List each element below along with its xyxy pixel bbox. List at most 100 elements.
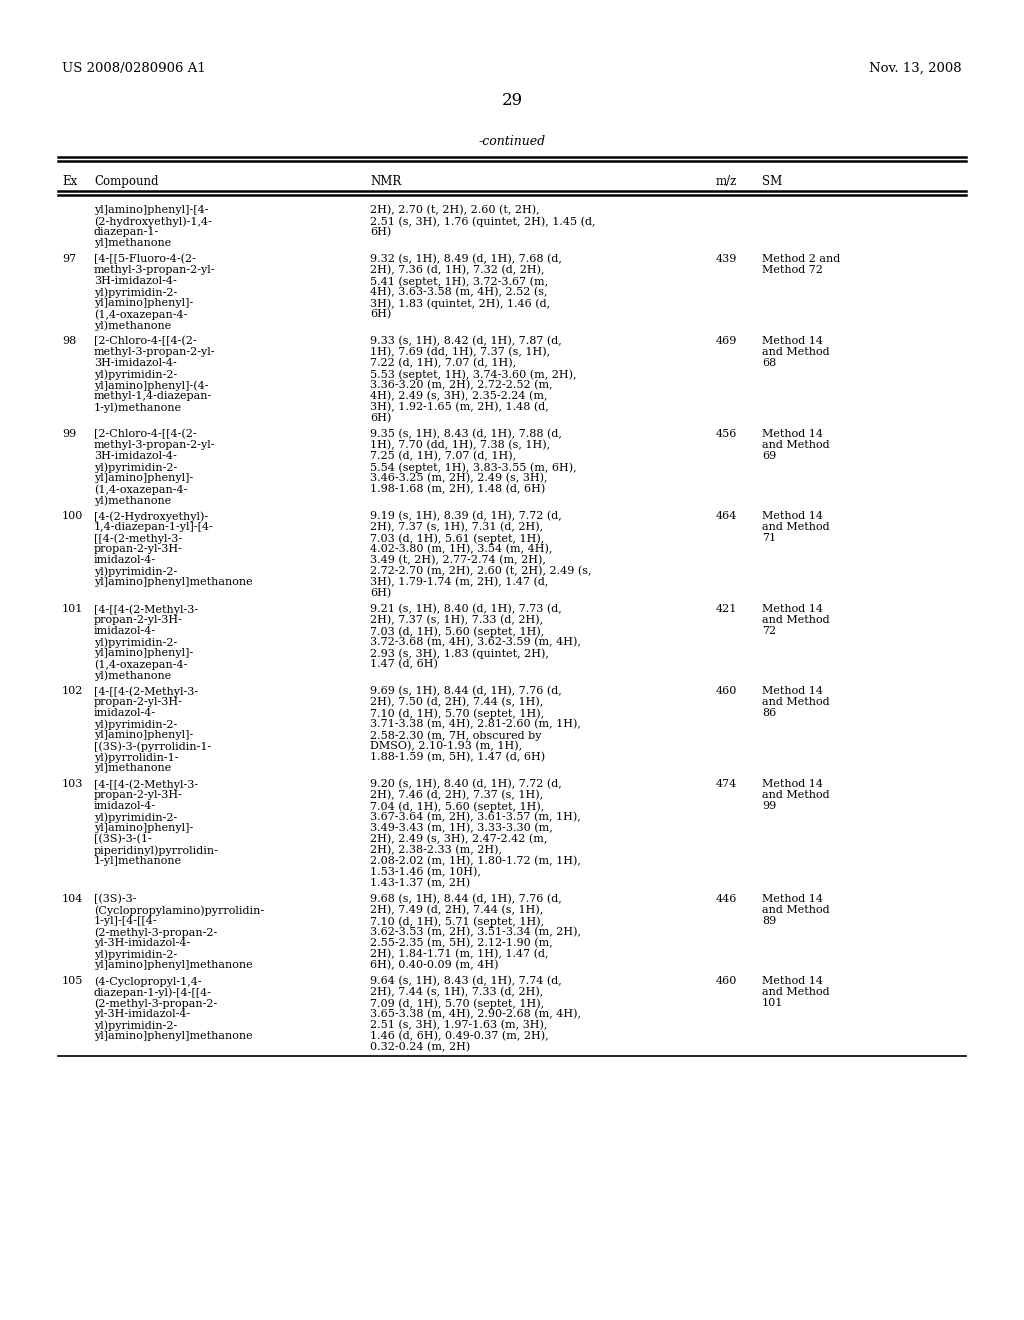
Text: 474: 474: [716, 779, 737, 789]
Text: yl)pyrimidin-2-: yl)pyrimidin-2-: [94, 286, 177, 297]
Text: 2.51 (s, 3H), 1.97-1.63 (m, 3H),: 2.51 (s, 3H), 1.97-1.63 (m, 3H),: [370, 1020, 548, 1031]
Text: 3.49-3.43 (m, 1H), 3.33-3.30 (m,: 3.49-3.43 (m, 1H), 3.33-3.30 (m,: [370, 822, 553, 833]
Text: piperidinyl)pyrrolidin-: piperidinyl)pyrrolidin-: [94, 845, 219, 855]
Text: (Cyclopropylamino)pyrrolidin-: (Cyclopropylamino)pyrrolidin-: [94, 906, 264, 916]
Text: (1,4-oxazepan-4-: (1,4-oxazepan-4-: [94, 659, 187, 669]
Text: 460: 460: [716, 975, 737, 986]
Text: m/z: m/z: [716, 176, 737, 187]
Text: 2H), 7.49 (d, 2H), 7.44 (s, 1H),: 2H), 7.49 (d, 2H), 7.44 (s, 1H),: [370, 906, 544, 915]
Text: Method 14: Method 14: [762, 605, 823, 614]
Text: and Method: and Method: [762, 521, 829, 532]
Text: 2.58-2.30 (m, 7H, obscured by: 2.58-2.30 (m, 7H, obscured by: [370, 730, 542, 741]
Text: 3.65-3.38 (m, 4H), 2.90-2.68 (m, 4H),: 3.65-3.38 (m, 4H), 2.90-2.68 (m, 4H),: [370, 1008, 581, 1019]
Text: 9.32 (s, 1H), 8.49 (d, 1H), 7.68 (d,: 9.32 (s, 1H), 8.49 (d, 1H), 7.68 (d,: [370, 253, 562, 264]
Text: diazepan-1-: diazepan-1-: [94, 227, 160, 238]
Text: 99: 99: [62, 429, 76, 440]
Text: methyl-3-propan-2-yl-: methyl-3-propan-2-yl-: [94, 440, 215, 450]
Text: Compound: Compound: [94, 176, 159, 187]
Text: Method 14: Method 14: [762, 779, 823, 789]
Text: 3H-imidazol-4-: 3H-imidazol-4-: [94, 358, 177, 368]
Text: yl]amino]phenyl]-: yl]amino]phenyl]-: [94, 822, 194, 833]
Text: 2H), 7.37 (s, 1H), 7.33 (d, 2H),: 2H), 7.37 (s, 1H), 7.33 (d, 2H),: [370, 615, 543, 626]
Text: 446: 446: [716, 894, 737, 904]
Text: 2.51 (s, 3H), 1.76 (quintet, 2H), 1.45 (d,: 2.51 (s, 3H), 1.76 (quintet, 2H), 1.45 (…: [370, 216, 596, 227]
Text: 1-yl]methanone: 1-yl]methanone: [94, 855, 182, 866]
Text: yl)pyrimidin-2-: yl)pyrimidin-2-: [94, 949, 177, 960]
Text: and Method: and Method: [762, 347, 829, 356]
Text: 1.47 (d, 6H): 1.47 (d, 6H): [370, 659, 438, 669]
Text: yl)pyrimidin-2-: yl)pyrimidin-2-: [94, 812, 177, 822]
Text: 3H-imidazol-4-: 3H-imidazol-4-: [94, 276, 177, 286]
Text: 1H), 7.70 (dd, 1H), 7.38 (s, 1H),: 1H), 7.70 (dd, 1H), 7.38 (s, 1H),: [370, 440, 550, 450]
Text: [2-Chloro-4-[[4-(2-: [2-Chloro-4-[[4-(2-: [94, 429, 197, 440]
Text: (1,4-oxazepan-4-: (1,4-oxazepan-4-: [94, 484, 187, 495]
Text: 7.22 (d, 1H), 7.07 (d, 1H),: 7.22 (d, 1H), 7.07 (d, 1H),: [370, 358, 516, 368]
Text: and Method: and Method: [762, 906, 829, 915]
Text: yl)pyrimidin-2-: yl)pyrimidin-2-: [94, 719, 177, 730]
Text: 9.20 (s, 1H), 8.40 (d, 1H), 7.72 (d,: 9.20 (s, 1H), 8.40 (d, 1H), 7.72 (d,: [370, 779, 562, 789]
Text: 2H), 7.46 (d, 2H), 7.37 (s, 1H),: 2H), 7.46 (d, 2H), 7.37 (s, 1H),: [370, 789, 543, 800]
Text: 102: 102: [62, 686, 83, 696]
Text: 1.43-1.37 (m, 2H): 1.43-1.37 (m, 2H): [370, 878, 470, 888]
Text: Method 14: Method 14: [762, 337, 823, 346]
Text: 439: 439: [716, 253, 737, 264]
Text: Nov. 13, 2008: Nov. 13, 2008: [869, 62, 962, 75]
Text: 1,4-diazepan-1-yl]-[4-: 1,4-diazepan-1-yl]-[4-: [94, 521, 214, 532]
Text: yl]amino]phenyl]-[4-: yl]amino]phenyl]-[4-: [94, 205, 209, 215]
Text: 1.46 (d, 6H), 0.49-0.37 (m, 2H),: 1.46 (d, 6H), 0.49-0.37 (m, 2H),: [370, 1031, 549, 1041]
Text: 7.03 (d, 1H), 5.61 (septet, 1H),: 7.03 (d, 1H), 5.61 (septet, 1H),: [370, 533, 544, 544]
Text: 99: 99: [762, 801, 776, 810]
Text: diazepan-1-yl)-[4-[[4-: diazepan-1-yl)-[4-[[4-: [94, 987, 212, 998]
Text: 464: 464: [716, 511, 737, 521]
Text: yl)pyrimidin-2-: yl)pyrimidin-2-: [94, 638, 177, 648]
Text: [4-(2-Hydroxyethyl)-: [4-(2-Hydroxyethyl)-: [94, 511, 208, 521]
Text: methyl-1,4-diazepan-: methyl-1,4-diazepan-: [94, 391, 212, 401]
Text: yl]amino]phenyl]-: yl]amino]phenyl]-: [94, 730, 194, 741]
Text: yl)methanone: yl)methanone: [94, 495, 171, 506]
Text: 7.10 (d, 1H), 5.71 (septet, 1H),: 7.10 (d, 1H), 5.71 (septet, 1H),: [370, 916, 544, 927]
Text: 2H), 2.70 (t, 2H), 2.60 (t, 2H),: 2H), 2.70 (t, 2H), 2.60 (t, 2H),: [370, 205, 540, 215]
Text: 421: 421: [716, 605, 737, 614]
Text: 68: 68: [762, 358, 776, 368]
Text: yl)pyrrolidin-1-: yl)pyrrolidin-1-: [94, 752, 178, 763]
Text: 1-yl]-[4-[[4-: 1-yl]-[4-[[4-: [94, 916, 158, 927]
Text: 7.03 (d, 1H), 5.60 (septet, 1H),: 7.03 (d, 1H), 5.60 (septet, 1H),: [370, 626, 544, 636]
Text: yl)pyrimidin-2-: yl)pyrimidin-2-: [94, 566, 177, 577]
Text: 3.49 (t, 2H), 2.77-2.74 (m, 2H),: 3.49 (t, 2H), 2.77-2.74 (m, 2H),: [370, 554, 546, 565]
Text: [4-[[4-(2-Methyl-3-: [4-[[4-(2-Methyl-3-: [94, 605, 198, 615]
Text: 97: 97: [62, 253, 76, 264]
Text: US 2008/0280906 A1: US 2008/0280906 A1: [62, 62, 206, 75]
Text: yl-3H-imidazol-4-: yl-3H-imidazol-4-: [94, 939, 190, 948]
Text: [(3S)-3-(pyrrolidin-1-: [(3S)-3-(pyrrolidin-1-: [94, 741, 211, 751]
Text: [4-[[4-(2-Methyl-3-: [4-[[4-(2-Methyl-3-: [94, 779, 198, 789]
Text: and Method: and Method: [762, 615, 829, 624]
Text: 103: 103: [62, 779, 83, 789]
Text: Ex: Ex: [62, 176, 77, 187]
Text: NMR: NMR: [370, 176, 401, 187]
Text: 4H), 2.49 (s, 3H), 2.35-2.24 (m,: 4H), 2.49 (s, 3H), 2.35-2.24 (m,: [370, 391, 548, 401]
Text: 2H), 7.50 (d, 2H), 7.44 (s, 1H),: 2H), 7.50 (d, 2H), 7.44 (s, 1H),: [370, 697, 544, 708]
Text: 0.32-0.24 (m, 2H): 0.32-0.24 (m, 2H): [370, 1041, 470, 1052]
Text: [[4-(2-methyl-3-: [[4-(2-methyl-3-: [94, 533, 182, 544]
Text: 2.55-2.35 (m, 5H), 2.12-1.90 (m,: 2.55-2.35 (m, 5H), 2.12-1.90 (m,: [370, 939, 553, 948]
Text: 6H): 6H): [370, 309, 391, 319]
Text: 2H), 7.37 (s, 1H), 7.31 (d, 2H),: 2H), 7.37 (s, 1H), 7.31 (d, 2H),: [370, 521, 543, 532]
Text: 101: 101: [762, 998, 783, 1008]
Text: 2.72-2.70 (m, 2H), 2.60 (t, 2H), 2.49 (s,: 2.72-2.70 (m, 2H), 2.60 (t, 2H), 2.49 (s…: [370, 566, 592, 577]
Text: 98: 98: [62, 337, 76, 346]
Text: Method 14: Method 14: [762, 429, 823, 440]
Text: 29: 29: [502, 92, 522, 110]
Text: and Method: and Method: [762, 697, 829, 708]
Text: 2H), 1.84-1.71 (m, 1H), 1.47 (d,: 2H), 1.84-1.71 (m, 1H), 1.47 (d,: [370, 949, 549, 960]
Text: -continued: -continued: [478, 135, 546, 148]
Text: (2-methyl-3-propan-2-: (2-methyl-3-propan-2-: [94, 927, 217, 937]
Text: 9.64 (s, 1H), 8.43 (d, 1H), 7.74 (d,: 9.64 (s, 1H), 8.43 (d, 1H), 7.74 (d,: [370, 975, 562, 986]
Text: yl]amino]phenyl]methanone: yl]amino]phenyl]methanone: [94, 577, 253, 587]
Text: 6H): 6H): [370, 227, 391, 238]
Text: imidazol-4-: imidazol-4-: [94, 708, 156, 718]
Text: 9.19 (s, 1H), 8.39 (d, 1H), 7.72 (d,: 9.19 (s, 1H), 8.39 (d, 1H), 7.72 (d,: [370, 511, 562, 521]
Text: [(3S)-3-(1-: [(3S)-3-(1-: [94, 834, 152, 845]
Text: yl]amino]phenyl]-(4-: yl]amino]phenyl]-(4-: [94, 380, 209, 391]
Text: propan-2-yl-3H-: propan-2-yl-3H-: [94, 544, 183, 554]
Text: 3.67-3.64 (m, 2H), 3.61-3.57 (m, 1H),: 3.67-3.64 (m, 2H), 3.61-3.57 (m, 1H),: [370, 812, 581, 822]
